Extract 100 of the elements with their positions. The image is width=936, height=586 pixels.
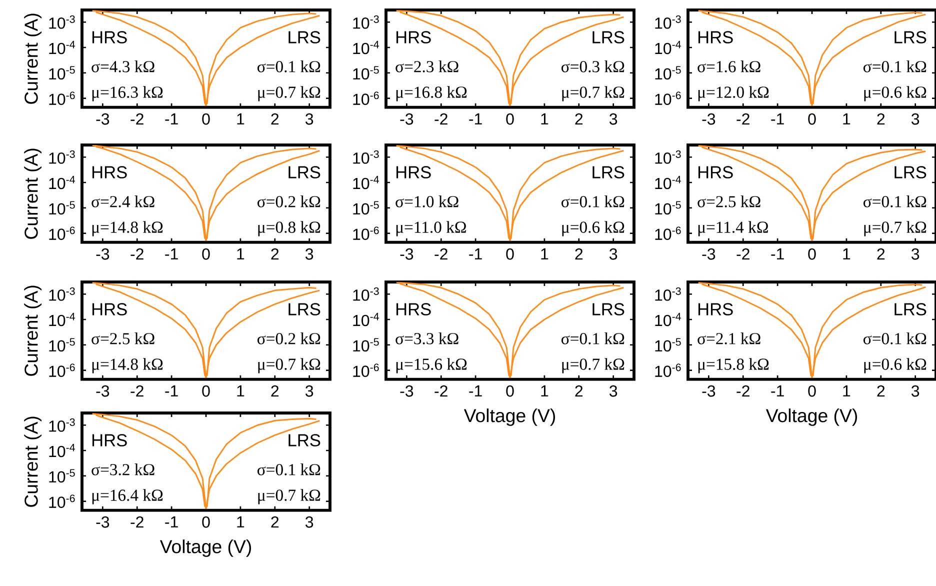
y-tick-label: 10$^{-3}$ [353, 150, 379, 164]
x-tick-label: -3 [96, 385, 110, 397]
annotation: μ=0.6 kΩ [864, 86, 926, 102]
x-tick-label: -2 [736, 385, 750, 397]
x-tick-label: 0 [506, 113, 514, 125]
annotation: μ=0.6 kΩ [864, 358, 926, 374]
x-axis-title: Voltage (V) [464, 408, 555, 426]
annotation: LRS [288, 303, 320, 316]
annotation: μ=15.8 kΩ [698, 358, 769, 374]
y-tick-label: 10$^{-4}$ [353, 312, 379, 326]
x-tick-label: -1 [771, 248, 784, 260]
y-tick-label: 10$^{-3}$ [353, 15, 379, 29]
annotation: σ=2.5 kΩ [698, 196, 760, 208]
y-tick-label: 10$^{-4}$ [655, 312, 681, 326]
annotation: μ=16.8 kΩ [396, 86, 467, 102]
x-tick-label: 3 [911, 113, 920, 125]
x-axis-title: Voltage (V) [766, 408, 857, 426]
annotation: HRS [396, 31, 431, 44]
x-tick-label: 1 [843, 113, 850, 124]
x-tick-label: -3 [96, 516, 110, 528]
y-tick-label: 10$^{-3}$ [353, 287, 379, 301]
x-tick-label: 2 [877, 385, 885, 397]
x-tick-label: 3 [911, 385, 920, 397]
x-tick-label: 2 [271, 385, 279, 397]
annotation: LRS [592, 31, 624, 44]
y-axis-title: Current (A) [24, 14, 42, 104]
x-tick-label: 1 [237, 113, 244, 124]
annotation: σ=3.3 kΩ [396, 332, 458, 344]
annotation: μ=0.7 kΩ [258, 489, 320, 504]
y-tick-label: 10$^{-6}$ [655, 92, 681, 105]
annotation: σ=2.1 kΩ [698, 332, 760, 344]
x-tick-label: -1 [165, 113, 178, 124]
annotation: μ=16.3 kΩ [92, 86, 163, 102]
y-tick-label: 10$^{-4}$ [353, 176, 379, 190]
annotation: HRS [698, 303, 733, 316]
x-tick-label: -3 [96, 248, 110, 260]
x-tick-label: 1 [541, 113, 548, 124]
annotation: σ=0.1 kΩ [863, 196, 926, 208]
annotation: σ=0.1 kΩ [561, 332, 624, 344]
x-tick-label: 1 [843, 385, 850, 396]
y-tick-label: 10$^{-5}$ [49, 338, 75, 352]
y-tick-label: 10$^{-3}$ [49, 418, 75, 432]
y-axis-title: Current (A) [24, 286, 42, 376]
x-tick-label: 1 [843, 248, 850, 260]
annotation: HRS [92, 31, 127, 44]
x-tick-label: 2 [877, 248, 885, 260]
y-tick-label: 10$^{-3}$ [49, 150, 75, 164]
y-tick-label: 10$^{-6}$ [353, 226, 379, 240]
x-tick-label: 3 [305, 516, 314, 528]
annotation: μ=0.6 kΩ [562, 221, 624, 236]
y-tick-label: 10$^{-4}$ [49, 312, 75, 326]
y-tick-label: 10$^{-4}$ [49, 444, 75, 458]
annotation: LRS [592, 303, 624, 316]
y-tick-label: 10$^{-3}$ [655, 15, 681, 29]
y-tick-label: 10$^{-6}$ [655, 364, 681, 377]
y-tick-label: 10$^{-4}$ [49, 40, 75, 54]
x-tick-label: 3 [609, 113, 618, 125]
x-tick-label: -2 [434, 385, 448, 397]
x-tick-label: 2 [877, 113, 885, 125]
y-tick-label: 10$^{-5}$ [49, 469, 75, 483]
x-tick-label: 1 [541, 248, 548, 260]
x-tick-label: 1 [237, 248, 244, 260]
x-tick-label: 2 [575, 248, 583, 260]
x-tick-label: -2 [130, 385, 144, 397]
annotation: σ=0.1 kΩ [257, 464, 320, 476]
x-tick-label: 0 [202, 113, 210, 125]
x-tick-label: -2 [736, 113, 750, 125]
annotation: σ=3.2 kΩ [92, 464, 154, 476]
annotation: LRS [288, 166, 320, 178]
x-tick-label: 0 [506, 385, 514, 397]
annotation: HRS [698, 166, 733, 178]
x-tick-label: 3 [609, 248, 618, 260]
y-tick-label: 10$^{-3}$ [655, 287, 681, 301]
annotation: HRS [698, 31, 733, 44]
annotation: μ=0.8 kΩ [258, 221, 320, 236]
x-tick-label: 1 [541, 385, 548, 396]
annotation: HRS [396, 303, 431, 316]
x-tick-label: 0 [506, 248, 514, 260]
annotation: σ=2.4 kΩ [92, 196, 154, 208]
y-axis-title: Current (A) [24, 148, 42, 239]
annotation: LRS [894, 31, 926, 44]
x-tick-label: 2 [271, 113, 279, 125]
x-tick-label: 0 [808, 385, 816, 397]
annotation: μ=11.4 kΩ [698, 221, 768, 236]
x-tick-label: 3 [305, 385, 314, 397]
annotation: LRS [592, 166, 624, 178]
y-tick-label: 10$^{-5}$ [353, 338, 379, 352]
x-tick-label: 0 [202, 385, 210, 397]
y-tick-label: 10$^{-6}$ [655, 226, 681, 240]
annotation: HRS [396, 166, 431, 178]
x-tick-label: 2 [271, 516, 279, 528]
annotation: HRS [92, 166, 127, 178]
annotation: σ=0.2 kΩ [257, 196, 320, 208]
x-tick-label: -1 [469, 248, 482, 260]
x-axis-title: Voltage (V) [160, 540, 251, 557]
x-tick-label: 1 [237, 385, 244, 396]
x-tick-label: -3 [702, 385, 716, 397]
x-tick-label: -1 [469, 113, 482, 124]
x-tick-label: 3 [305, 113, 314, 125]
x-tick-label: 0 [808, 248, 816, 260]
